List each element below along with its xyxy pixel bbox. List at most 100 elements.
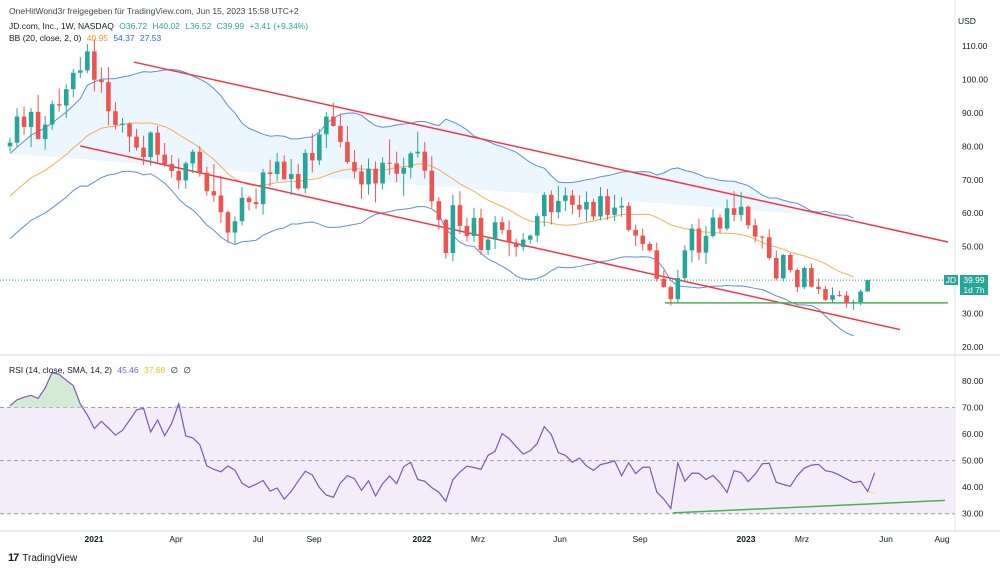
candle-body: [759, 236, 765, 238]
candle: [99, 67, 104, 93]
candle: [7, 137, 13, 152]
candle-body: [689, 228, 695, 251]
candle: [703, 225, 709, 265]
candle: [204, 166, 210, 196]
candle-body: [106, 82, 111, 112]
candle-body: [394, 163, 399, 174]
candle: [141, 135, 146, 166]
candle-body: [338, 125, 343, 142]
rsi-label: RSI (14, close, SMA, 14, 2): [9, 365, 112, 375]
candle: [429, 156, 435, 208]
candle-body: [661, 278, 667, 288]
candle: [605, 188, 610, 220]
candle: [781, 253, 786, 282]
candle-body: [274, 161, 280, 175]
candle: [49, 100, 55, 130]
candle: [317, 128, 322, 166]
candle: [717, 214, 723, 234]
candle-body: [464, 225, 470, 236]
candle-body: [7, 142, 13, 147]
candle-body: [373, 168, 378, 184]
candle: [302, 149, 308, 194]
rsi-tick: 50.00: [962, 456, 984, 466]
candle-body: [766, 237, 772, 259]
candle: [324, 112, 329, 148]
candle: [689, 223, 695, 263]
tradingview-brand[interactable]: 17 TradingView: [8, 552, 77, 564]
candle-body: [640, 235, 645, 244]
candle: [21, 106, 27, 135]
ohlc-open: O36.72: [119, 21, 148, 31]
price-tick: 110.00: [962, 41, 988, 51]
bb-lower-value: 27.53: [139, 33, 162, 43]
candle: [35, 94, 41, 140]
candle-body: [401, 167, 406, 174]
ohlc-close: C39.99: [216, 21, 245, 31]
candle: [745, 205, 751, 229]
candle-body: [260, 172, 266, 205]
candle: [274, 153, 280, 182]
rsi-legend[interactable]: RSI (14, close, SMA, 14, 2) 45.46 37.68 …: [9, 365, 194, 376]
candle-body: [113, 111, 118, 125]
candle-body: [324, 116, 329, 135]
candle: [619, 197, 624, 217]
candle: [288, 159, 294, 196]
candle-body: [92, 51, 97, 80]
time-tick: Jul: [253, 534, 264, 544]
tradingview-logo-icon: 17: [8, 552, 19, 564]
candle-body: [63, 89, 69, 106]
candle-body: [745, 206, 751, 226]
candle-body: [309, 153, 315, 161]
candle-body: [556, 200, 561, 213]
price-tick: 100.00: [962, 74, 988, 84]
candle-body: [788, 255, 793, 271]
rsi-a-value: ∅: [170, 365, 179, 375]
candle-body: [506, 229, 512, 243]
candle: [724, 199, 730, 231]
candle-body: [183, 163, 189, 181]
candle-body: [359, 171, 364, 185]
candle-body: [302, 153, 308, 189]
candle: [42, 115, 48, 150]
candle-body: [703, 235, 709, 253]
candle-body: [443, 219, 449, 253]
candle: [464, 217, 470, 242]
candle: [63, 84, 69, 118]
candle-body: [724, 208, 730, 229]
candle: [759, 235, 765, 249]
time-tick: Mrz: [471, 534, 485, 544]
candle: [373, 161, 378, 203]
candle-body: [485, 239, 491, 250]
candle: [14, 108, 20, 148]
candle-body: [541, 194, 547, 217]
candle: [795, 268, 800, 293]
candle: [837, 290, 842, 297]
bb-legend[interactable]: BB (20, close, 2, 0) 40.95 54.37 27.53: [9, 33, 164, 44]
candle-body: [70, 72, 76, 90]
bb-fill: [10, 69, 854, 219]
candle-body: [591, 201, 596, 217]
candle-body: [35, 111, 41, 139]
candle-body: [612, 207, 617, 215]
candle-body: [478, 217, 484, 250]
candle-body: [197, 151, 203, 173]
candle: [527, 234, 533, 244]
candle: [640, 228, 645, 251]
ohlc-high: H40.02: [152, 21, 180, 31]
candle: [696, 218, 702, 261]
candle: [675, 269, 681, 303]
candle: [169, 155, 174, 178]
candle-body: [246, 197, 252, 203]
candle-body: [584, 201, 589, 210]
candle: [260, 169, 266, 215]
rsi-value: 45.46: [117, 365, 139, 375]
candle: [134, 128, 139, 151]
candle: [830, 287, 835, 303]
time-tick: 2022: [413, 534, 432, 544]
candle: [380, 157, 385, 190]
candle-body: [429, 170, 435, 202]
candle-body: [816, 286, 821, 290]
time-tick: Mrz: [795, 534, 809, 544]
candle-body: [752, 225, 758, 237]
